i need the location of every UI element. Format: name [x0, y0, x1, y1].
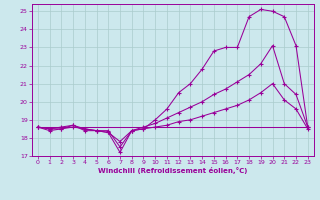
X-axis label: Windchill (Refroidissement éolien,°C): Windchill (Refroidissement éolien,°C)	[98, 167, 247, 174]
